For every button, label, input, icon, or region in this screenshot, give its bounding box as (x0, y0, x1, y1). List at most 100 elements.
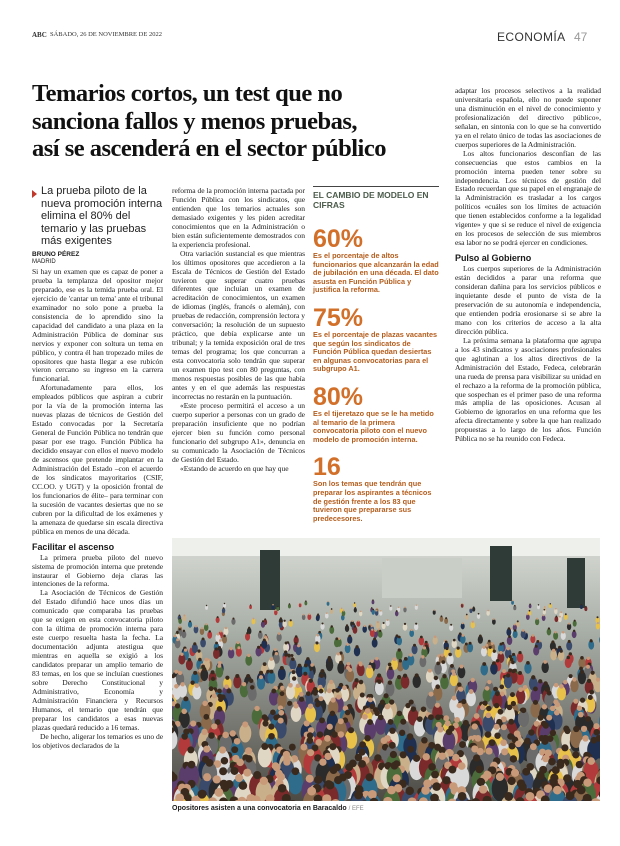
person (227, 648, 235, 659)
person-head (397, 648, 401, 652)
person (233, 675, 242, 689)
person-head (465, 613, 468, 616)
person-head (364, 735, 371, 742)
person (595, 617, 600, 624)
person (293, 636, 299, 645)
person-head (219, 797, 228, 801)
person-head (217, 663, 222, 668)
headline-line: Temarios cortos, un test que no (32, 80, 343, 107)
person (231, 618, 236, 625)
person-head (549, 705, 556, 712)
person-head (513, 629, 517, 632)
person-head (450, 623, 453, 626)
person-head (422, 646, 427, 650)
person-head (452, 722, 459, 729)
person-head (457, 762, 466, 770)
hall-wall (382, 558, 462, 598)
person-head (352, 623, 355, 626)
person-head (431, 770, 439, 779)
person-head (200, 627, 204, 630)
person-head (362, 713, 368, 720)
person (537, 604, 540, 610)
person-head (551, 640, 555, 644)
person (528, 603, 532, 609)
person-head (551, 648, 556, 653)
person-head (334, 775, 343, 785)
person (307, 613, 312, 620)
person-head (580, 655, 584, 660)
person-head (582, 735, 589, 742)
person (446, 654, 454, 666)
person (277, 667, 286, 681)
person (365, 666, 374, 679)
person-head (172, 674, 176, 679)
paragraph: Afortunadamente para ellos, los empleado… (32, 383, 163, 536)
person-head (585, 605, 587, 608)
person-head (279, 620, 282, 623)
person (276, 606, 280, 612)
person-head (485, 747, 493, 755)
person-head (345, 624, 349, 627)
person-head (543, 784, 553, 793)
person-head (229, 730, 236, 737)
person (550, 650, 557, 661)
headline-line: así se ascenderá en el sector público (32, 135, 386, 162)
person-head (232, 617, 235, 620)
person (482, 714, 494, 733)
person-head (176, 631, 179, 635)
person-head (212, 775, 221, 784)
person (344, 729, 358, 749)
person-head (440, 653, 445, 657)
person-head (215, 641, 218, 645)
person-head (573, 725, 580, 733)
person-head (444, 720, 451, 727)
person-head (473, 713, 480, 719)
person-head (229, 647, 233, 651)
person-head (208, 686, 214, 692)
stat-text: Es el tijeretazo que se le ha metido al … (313, 408, 434, 444)
person-head (580, 603, 583, 606)
person-head (549, 729, 557, 737)
person (221, 607, 226, 614)
person-head (279, 666, 284, 671)
person (442, 731, 456, 752)
person-head (358, 679, 364, 685)
person-head (511, 768, 520, 777)
person-head (306, 657, 310, 661)
person-head (392, 774, 401, 783)
person (530, 635, 536, 644)
person (409, 629, 415, 638)
person-head (219, 639, 222, 642)
person-head (277, 632, 281, 635)
person-head (197, 789, 207, 799)
paragraph: adaptar los procesos selectivos a la rea… (455, 86, 601, 149)
person-head (521, 629, 525, 632)
person-head (354, 753, 363, 762)
person-head (283, 758, 291, 766)
person (325, 659, 334, 672)
person-head (471, 723, 478, 730)
person-head (211, 723, 218, 730)
person (287, 770, 304, 795)
person-head (405, 786, 414, 796)
person (584, 606, 588, 612)
person-head (507, 776, 516, 786)
person-head (408, 699, 414, 705)
person-head (382, 622, 385, 625)
person-head (337, 718, 344, 725)
person-head (456, 646, 460, 650)
person-head (451, 671, 456, 677)
person-head (190, 680, 195, 685)
crowd (172, 599, 600, 801)
person-head (542, 754, 550, 763)
person-head (560, 611, 563, 614)
person-head (353, 625, 357, 628)
person-head (492, 661, 496, 666)
person-head (287, 654, 291, 658)
publication: ABC (32, 31, 47, 39)
person-head (329, 710, 336, 717)
person (426, 693, 437, 710)
person-head (427, 668, 432, 673)
person (326, 601, 330, 606)
person (371, 638, 378, 648)
